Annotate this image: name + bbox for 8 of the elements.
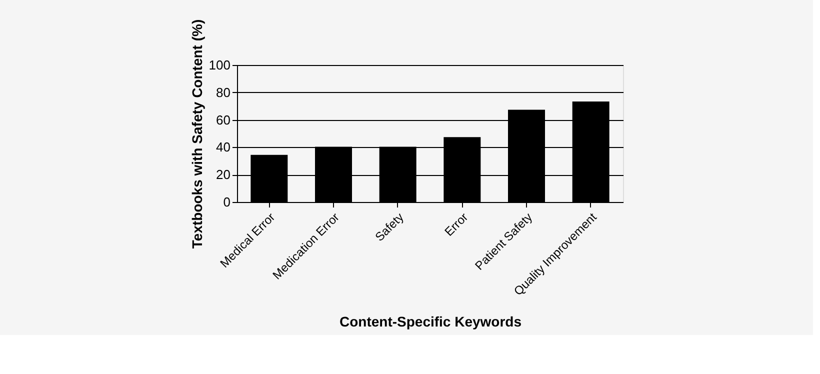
y-tick-label: 40 [216,140,230,155]
y-tick-label: 60 [216,112,230,128]
y-tick-label: 80 [216,84,230,100]
y-tick-label: 0 [223,194,230,210]
y-tick-label: 20 [216,167,230,182]
x-axis-title: Content-Specific Keywords [339,314,522,330]
y-axis-title: Textbooks with Safety Content (%) [188,19,205,249]
y-tick-label: 100 [208,58,230,72]
